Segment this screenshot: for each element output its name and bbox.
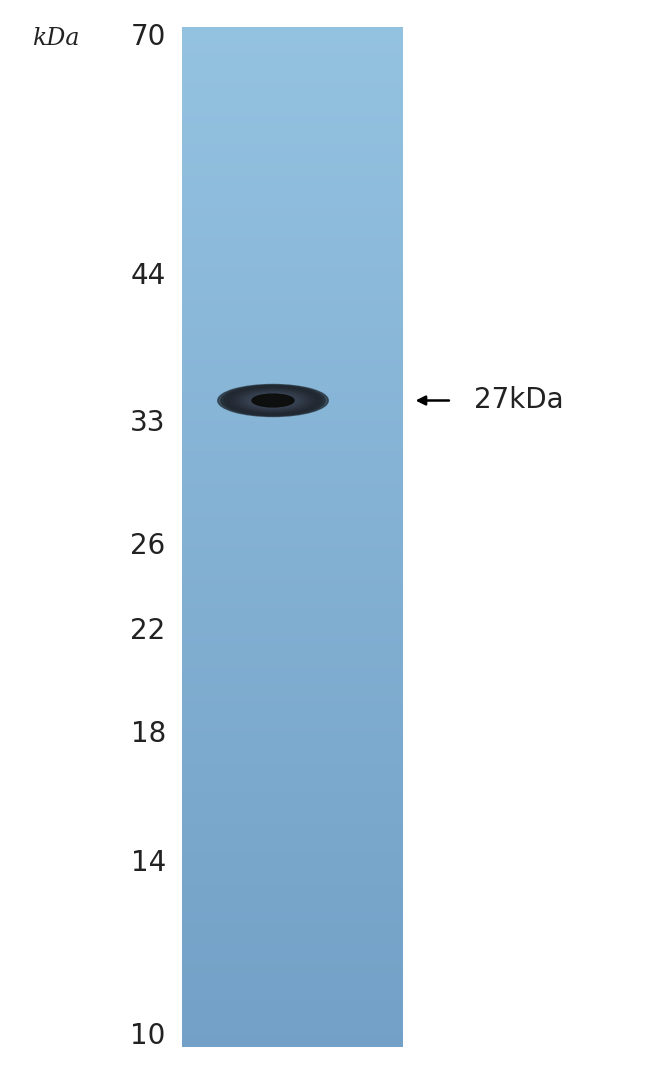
Ellipse shape (246, 393, 300, 408)
Ellipse shape (218, 384, 328, 417)
Ellipse shape (255, 395, 291, 406)
Text: 22: 22 (131, 617, 166, 645)
Ellipse shape (224, 387, 322, 414)
Text: 18: 18 (131, 720, 166, 749)
Ellipse shape (227, 387, 319, 414)
Text: 10: 10 (131, 1022, 166, 1050)
Text: 44: 44 (131, 262, 166, 289)
Ellipse shape (257, 396, 289, 405)
Text: 70: 70 (131, 23, 166, 51)
Ellipse shape (252, 394, 294, 407)
Ellipse shape (236, 390, 310, 411)
Ellipse shape (261, 397, 285, 404)
Ellipse shape (221, 386, 325, 415)
Text: kDa: kDa (32, 27, 80, 50)
Text: 27kDa: 27kDa (474, 387, 564, 414)
Text: 26: 26 (131, 532, 166, 560)
Text: 33: 33 (130, 409, 166, 437)
Ellipse shape (264, 398, 282, 403)
Ellipse shape (242, 392, 304, 409)
Ellipse shape (267, 398, 279, 403)
Ellipse shape (252, 394, 294, 407)
Ellipse shape (248, 393, 298, 408)
Ellipse shape (233, 389, 313, 412)
Ellipse shape (239, 391, 307, 410)
Text: 14: 14 (131, 849, 166, 877)
Ellipse shape (230, 388, 316, 413)
